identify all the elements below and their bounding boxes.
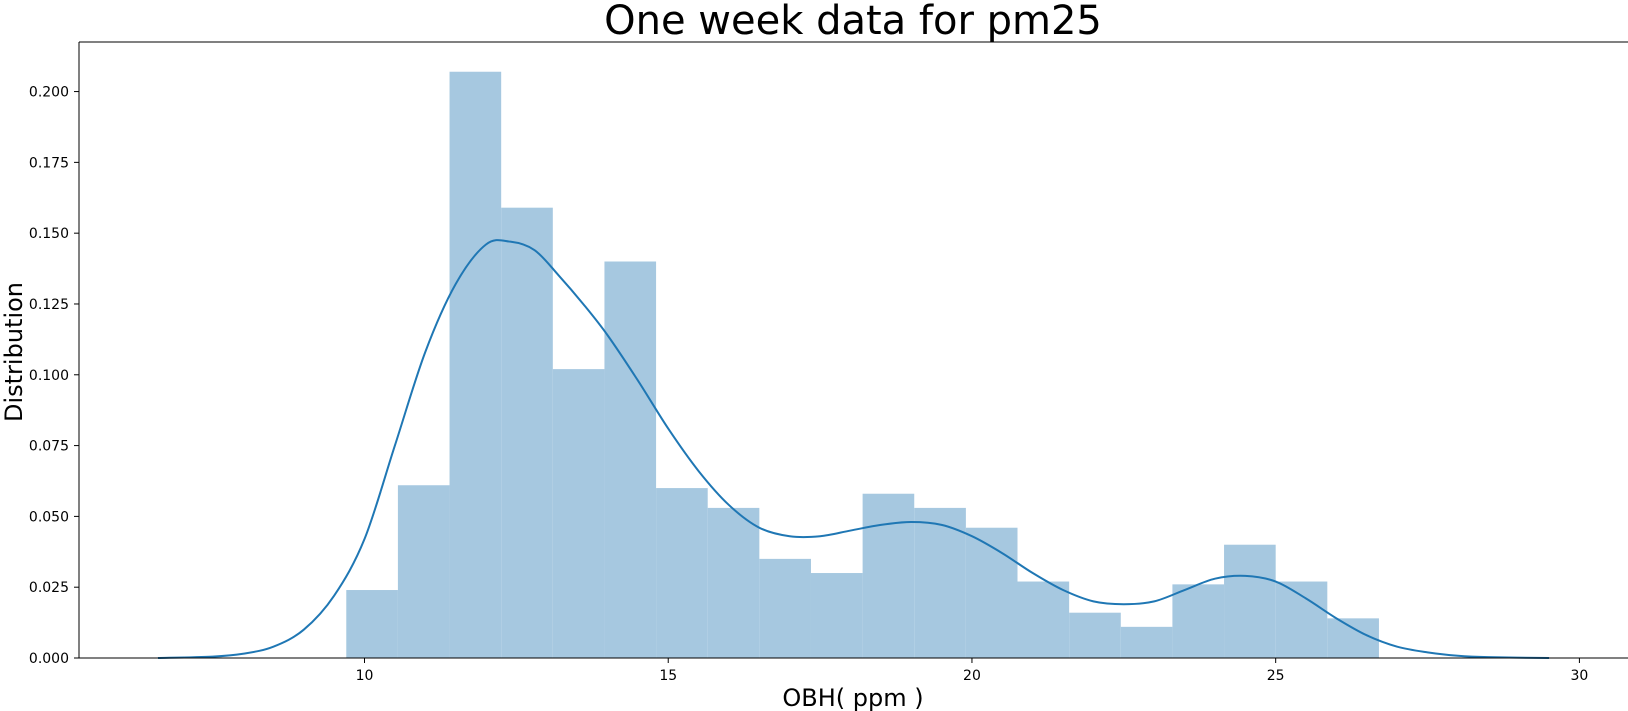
histogram-bar — [1120, 626, 1173, 658]
histogram-bar — [759, 558, 811, 658]
histogram-bar — [346, 590, 398, 658]
y-tick-label: 0.025 — [29, 580, 69, 596]
histogram-bar — [862, 493, 915, 658]
histogram-bar — [1224, 544, 1276, 658]
y-tick-label: 0.150 — [29, 226, 69, 242]
histogram-bar — [1172, 584, 1225, 658]
y-tick-label: 0.175 — [29, 155, 69, 171]
histogram-bars — [346, 71, 1379, 659]
x-tick-label: 20 — [963, 668, 981, 684]
histogram-bar — [810, 573, 863, 658]
y-ticks: 0.000 0.025 0.050 0.075 0.100 0.125 0.150 0.175… — [29, 85, 79, 667]
histogram-bar — [604, 261, 657, 658]
histogram-bar — [1275, 581, 1328, 658]
x-tick-label: 10 — [356, 668, 374, 684]
histogram-bar — [1069, 612, 1121, 658]
x-axis-label: OBH( ppm ) — [782, 684, 923, 711]
histogram-bar — [914, 507, 966, 658]
kde-curve — [157, 239, 1550, 659]
histogram-bar — [1327, 618, 1379, 658]
histogram-bar — [965, 527, 1018, 658]
x-tick-label: 30 — [1570, 668, 1588, 684]
histogram-bar — [656, 488, 708, 658]
y-axis-label: Distribution — [0, 282, 28, 422]
x-ticks: 10 15 20 25 30 — [356, 658, 1588, 684]
y-tick-label: 0.200 — [29, 85, 69, 101]
y-tick-label: 0.100 — [29, 368, 69, 384]
histogram-bar — [397, 485, 450, 658]
y-tick-label: 0.125 — [29, 297, 69, 313]
y-tick-label: 0.075 — [29, 439, 69, 455]
x-tick-label: 15 — [659, 668, 677, 684]
histogram-bar — [501, 207, 553, 659]
x-tick-label: 25 — [1267, 668, 1285, 684]
chart-title: One week data for pm25 — [604, 0, 1102, 44]
histogram-bar — [449, 71, 502, 659]
histogram-bar — [1017, 581, 1070, 658]
histogram-bar — [707, 507, 760, 658]
y-tick-label: 0.000 — [29, 651, 69, 667]
histogram-bar — [552, 369, 605, 658]
y-tick-label: 0.050 — [29, 509, 69, 525]
